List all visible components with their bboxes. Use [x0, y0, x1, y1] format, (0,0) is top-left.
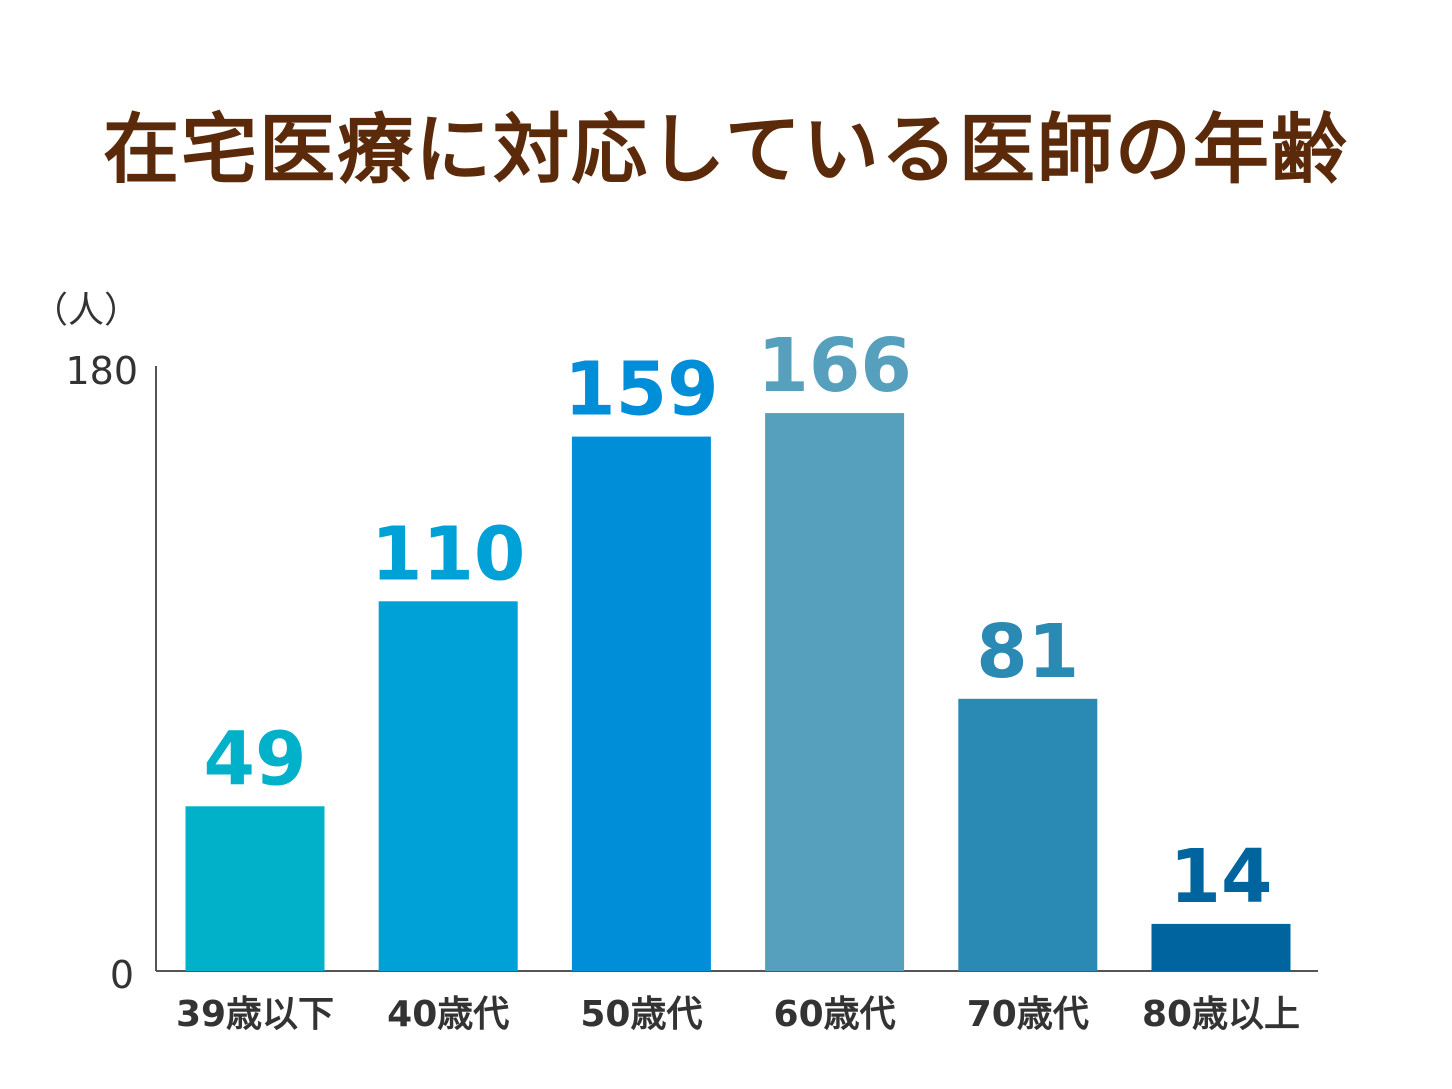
bar-0 — [185, 806, 325, 971]
y-tick-zero: 0 — [110, 953, 134, 997]
bars-layer: 49 39歳以下 110 40歳代 159 50歳代 166 60歳代 81 70歳代 14 80歳以… — [176, 323, 1300, 1035]
data-label-5: 14 — [1170, 834, 1273, 920]
x-tick-label-1: 40歳代 — [387, 994, 509, 1035]
y-tick-max: 180 — [65, 349, 138, 393]
bar-1 — [378, 601, 518, 971]
x-tick-label-5: 80歳以上 — [1142, 994, 1300, 1035]
bar-5 — [1151, 923, 1291, 971]
y-axis-unit-label: （人） — [32, 290, 140, 331]
x-tick-label-2: 50歳代 — [580, 994, 702, 1035]
x-tick-label-4: 70歳代 — [967, 994, 1089, 1035]
chart-title: 在宅医療に対応している医師の年齢 — [103, 105, 1349, 194]
data-label-0: 49 — [204, 716, 307, 802]
data-label-4: 81 — [976, 609, 1079, 695]
data-label-3: 166 — [757, 323, 911, 409]
data-label-2: 159 — [564, 347, 718, 433]
x-tick-label-3: 60歳代 — [774, 994, 896, 1035]
bar-2 — [571, 436, 711, 972]
bar-4 — [958, 698, 1098, 972]
bar-3 — [765, 413, 905, 972]
x-tick-label-0: 39歳以下 — [176, 994, 334, 1035]
data-label-1: 110 — [371, 511, 525, 597]
